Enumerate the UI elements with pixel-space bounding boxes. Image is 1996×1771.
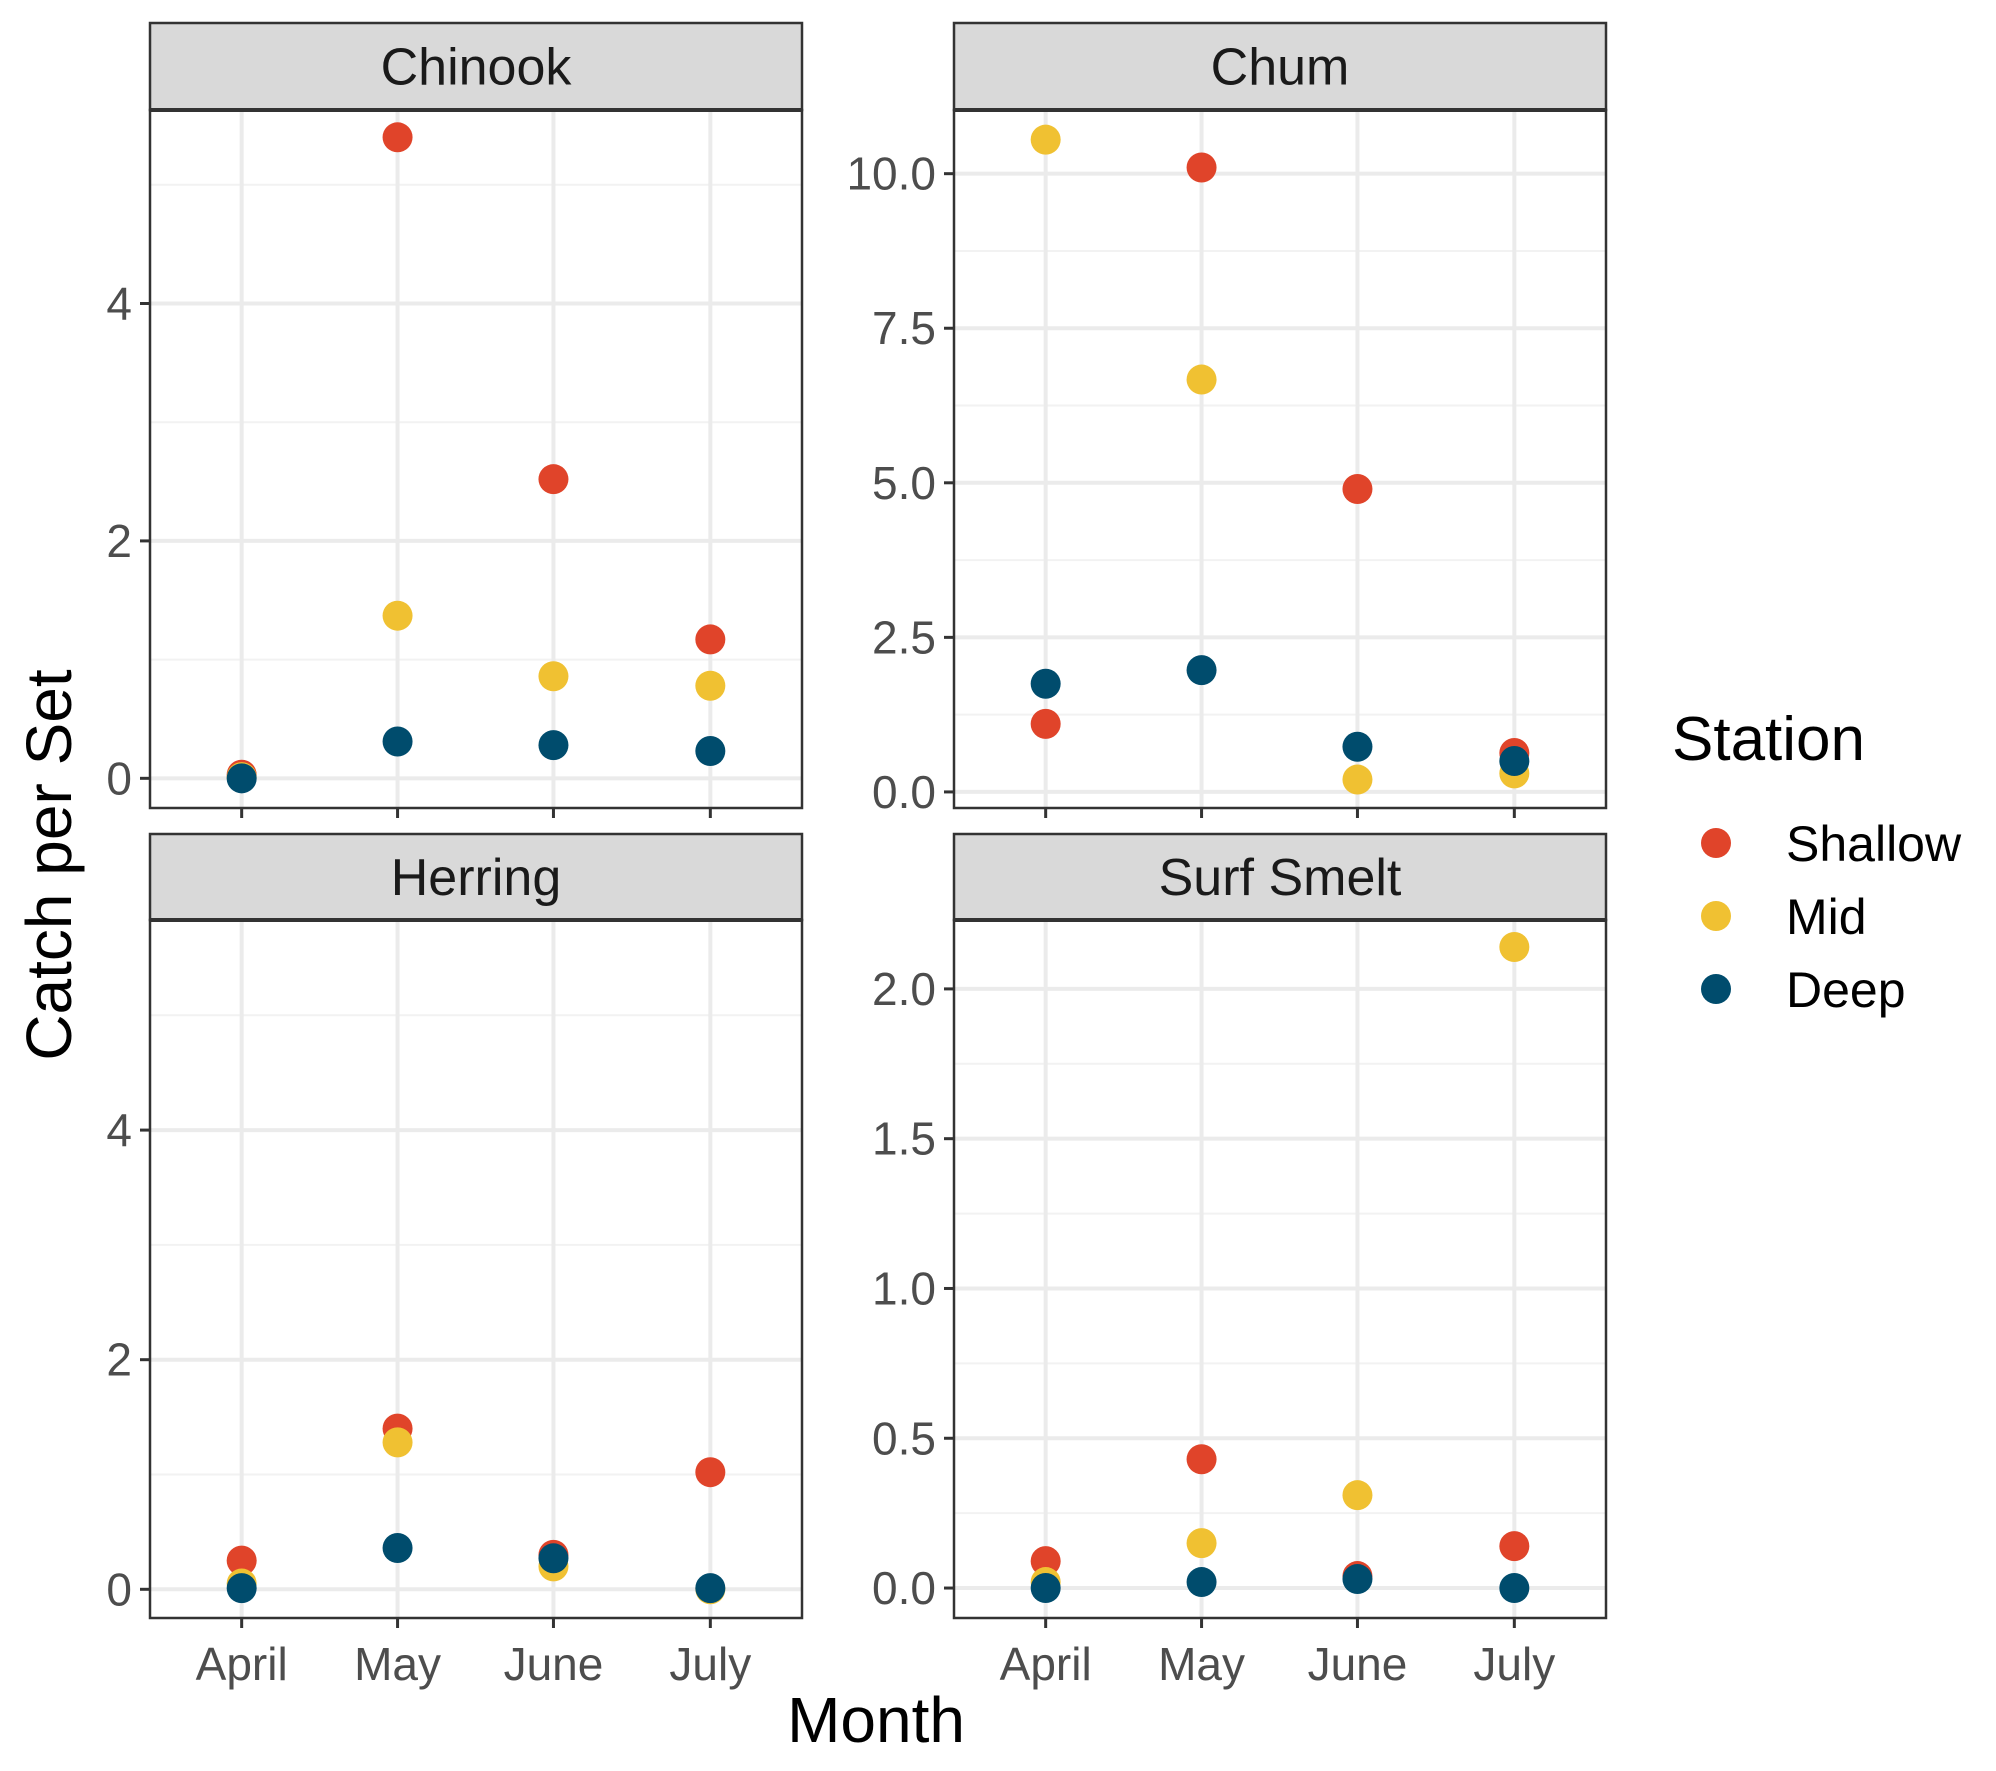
legend-label-deep: Deep xyxy=(1786,962,1906,1018)
data-point-deep xyxy=(538,730,569,761)
y-tick-label: 4 xyxy=(106,1104,132,1156)
x-tick-label: May xyxy=(1158,1638,1245,1690)
y-tick-label: 4 xyxy=(106,277,132,329)
x-axis-title: Month xyxy=(787,1684,965,1756)
panels: Chinook 0 2 4 Chum 0.0 2.5 5.0 7.5 10.0 Herring 0 2 4… xyxy=(106,21,1608,1690)
y-tick-label: 2.0 xyxy=(872,963,936,1015)
data-point-mid xyxy=(695,670,726,701)
data-point-deep xyxy=(538,1543,569,1574)
legend-label-shallow: Shallow xyxy=(1786,816,1962,872)
legend-title: Station xyxy=(1672,705,1865,774)
panel-background xyxy=(150,920,802,1618)
data-point-mid xyxy=(382,1427,413,1458)
data-point-deep xyxy=(695,1573,726,1604)
data-point-deep xyxy=(1030,1573,1061,1604)
data-point-deep xyxy=(1499,746,1530,777)
data-point-mid xyxy=(382,600,413,631)
data-point-deep xyxy=(1342,731,1373,762)
y-tick-label: 7.5 xyxy=(872,302,936,354)
x-tick-label: July xyxy=(669,1638,751,1690)
y-tick-label: 2.5 xyxy=(872,611,936,663)
data-point-deep xyxy=(226,763,257,794)
facet-strip xyxy=(952,832,1608,922)
facet-strip-label: Chinook xyxy=(381,39,573,97)
facet-strip-label: Surf Smelt xyxy=(1159,849,1402,907)
y-tick-label: 0 xyxy=(106,1563,132,1615)
data-point-shallow xyxy=(1186,1444,1217,1475)
y-tick-label: 1.5 xyxy=(872,1113,936,1165)
y-tick-label: 10.0 xyxy=(846,148,936,200)
y-tick-label: 5.0 xyxy=(872,457,936,509)
x-tick-label: June xyxy=(504,1638,604,1690)
panel-surf-smelt: Surf Smelt 0.0 0.5 1.0 1.5 2.0 April May June Jul… xyxy=(872,832,1608,1690)
y-tick-label: 0.0 xyxy=(872,766,936,818)
data-point-deep xyxy=(695,736,726,767)
data-point-shallow xyxy=(695,1457,726,1488)
panel-herring: Herring 0 2 4 April May June July xyxy=(106,832,804,1690)
panel-background xyxy=(150,110,802,808)
facet-strip-label: Chum xyxy=(1211,39,1350,97)
data-point-shallow xyxy=(1030,1546,1061,1577)
y-tick-label: 2 xyxy=(106,1334,132,1386)
data-point-mid xyxy=(1342,1480,1373,1511)
data-point-deep xyxy=(1499,1573,1530,1604)
legend-key-shallow xyxy=(1701,828,1731,858)
data-point-deep xyxy=(1186,655,1217,686)
data-point-mid xyxy=(1499,931,1530,962)
data-point-deep xyxy=(1030,668,1061,699)
y-tick-label: 0.0 xyxy=(872,1562,936,1614)
x-tick-label: July xyxy=(1473,1638,1555,1690)
y-tick-label: 2 xyxy=(106,515,132,567)
facet-strip xyxy=(148,832,804,922)
panel-chum: Chum 0.0 2.5 5.0 7.5 10.0 xyxy=(846,21,1608,818)
data-point-shallow xyxy=(538,464,569,495)
x-tick-label: April xyxy=(196,1638,288,1690)
y-tick-label: 0 xyxy=(106,752,132,804)
data-point-mid xyxy=(1186,1528,1217,1559)
legend: Station Shallow Mid Deep xyxy=(1672,705,1962,1018)
data-point-shallow xyxy=(1342,473,1373,504)
legend-key-mid xyxy=(1701,901,1731,931)
facet-strip-label: Herring xyxy=(391,849,562,907)
data-point-deep xyxy=(226,1573,257,1604)
data-point-shallow xyxy=(382,122,413,153)
data-point-mid xyxy=(1186,364,1217,395)
data-point-deep xyxy=(1342,1564,1373,1595)
panel-background xyxy=(954,110,1606,808)
data-point-deep xyxy=(382,1532,413,1563)
data-point-shallow xyxy=(1186,152,1217,183)
y-tick-label: 0.5 xyxy=(872,1412,936,1464)
data-point-deep xyxy=(1186,1567,1217,1598)
data-point-mid xyxy=(538,661,569,692)
data-point-mid xyxy=(1030,124,1061,155)
legend-key-deep xyxy=(1701,974,1731,1004)
data-point-shallow xyxy=(226,1545,257,1576)
x-tick-label: April xyxy=(1000,1638,1092,1690)
data-point-deep xyxy=(382,726,413,757)
y-axis-title: Catch per Set xyxy=(13,669,85,1061)
data-point-shallow xyxy=(1030,708,1061,739)
panel-chinook: Chinook 0 2 4 xyxy=(106,21,804,818)
x-tick-label: May xyxy=(354,1638,441,1690)
data-point-mid xyxy=(1342,764,1373,795)
facet-strip xyxy=(148,21,804,112)
data-point-shallow xyxy=(1499,1531,1530,1562)
legend-label-mid: Mid xyxy=(1786,889,1867,945)
data-point-shallow xyxy=(695,624,726,655)
panel-background xyxy=(954,920,1606,1618)
y-tick-label: 1.0 xyxy=(872,1262,936,1314)
x-tick-label: June xyxy=(1308,1638,1408,1690)
